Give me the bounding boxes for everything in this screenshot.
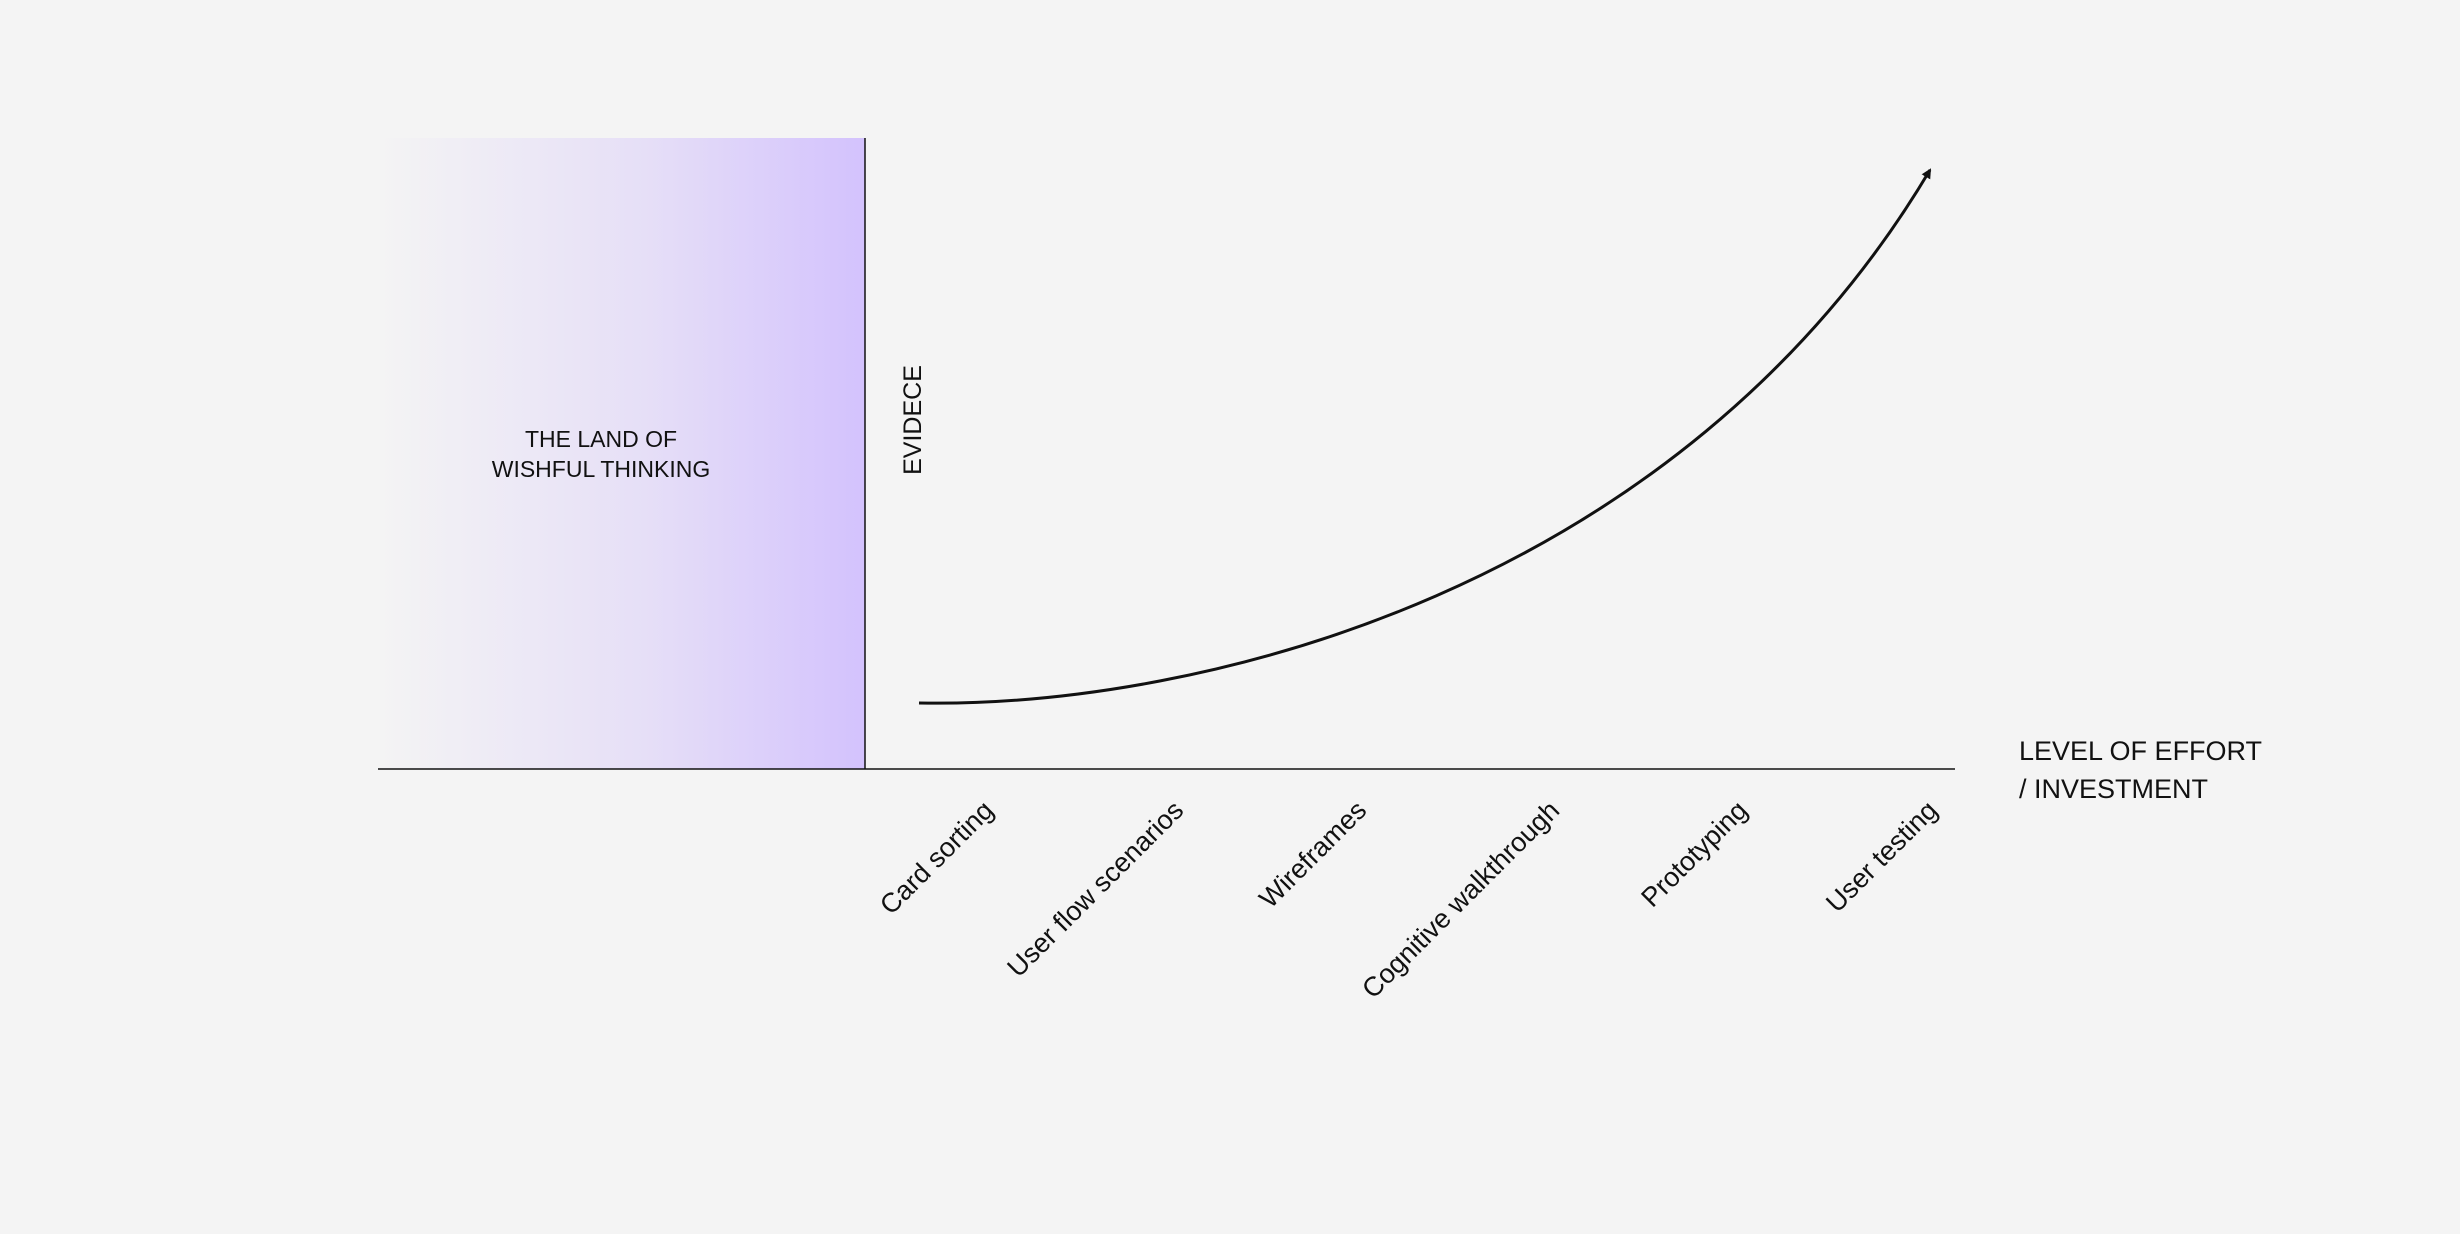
x-axis-label: / INVESTMENT <box>2019 774 2208 804</box>
stage-label: User testing <box>1820 795 1943 918</box>
stage-label: Card sorting <box>874 795 999 920</box>
wishful-region <box>377 138 865 769</box>
stage-label: Prototyping <box>1635 795 1753 913</box>
stage-label: Wireframes <box>1253 795 1372 914</box>
x-axis-label: LEVEL OF EFFORT <box>2019 736 2262 766</box>
stage-label: Cognitive walkthrough <box>1356 795 1565 1004</box>
region-label: THE LAND OF <box>525 426 677 452</box>
stage-label: User flow scenarios <box>1001 795 1189 983</box>
stage-labels: Card sorting User flow scenarios Wireframe… <box>874 795 1943 1004</box>
region-label: WISHFUL THINKING <box>492 456 711 482</box>
evidence-curve <box>918 168 1932 705</box>
y-axis-label: EVIDECE <box>899 365 927 475</box>
